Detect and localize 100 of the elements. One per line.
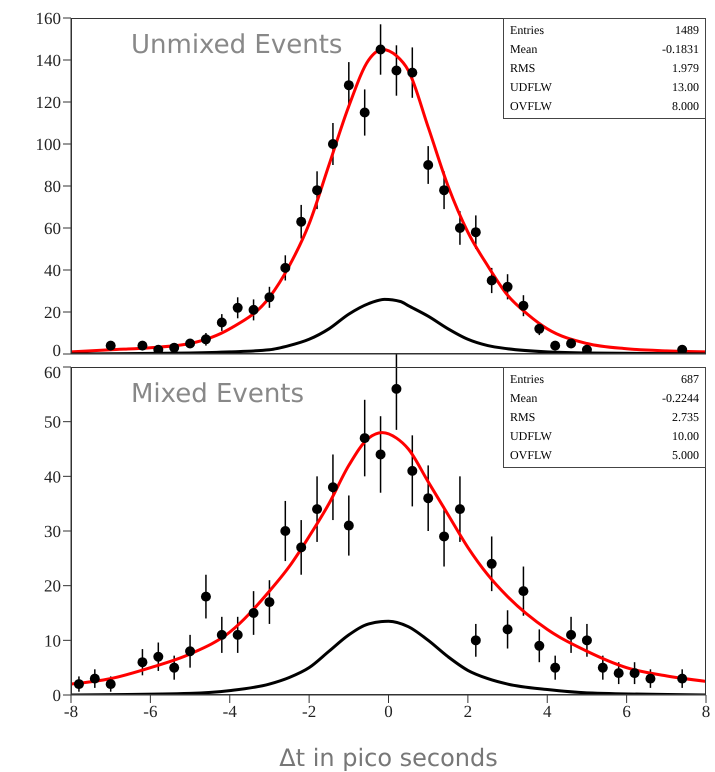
point xyxy=(106,679,116,690)
y-tick-label: 0 xyxy=(52,341,61,360)
point xyxy=(153,652,164,662)
point xyxy=(502,624,513,634)
annotation: 5.000 xyxy=(672,447,699,464)
annotation: UDFLW xyxy=(510,79,552,96)
annotation: UDFLW xyxy=(510,428,552,445)
point xyxy=(216,630,227,640)
point xyxy=(550,340,560,351)
point xyxy=(185,646,196,656)
point xyxy=(534,324,544,334)
point xyxy=(280,262,290,273)
annotation: Mean xyxy=(510,390,538,407)
point xyxy=(677,344,688,354)
y-tick-label: 20 xyxy=(44,576,61,596)
y-tick-label: 60 xyxy=(44,219,61,238)
point xyxy=(486,276,497,286)
x-tick-label: 4 xyxy=(543,702,552,722)
y-tick-label: 80 xyxy=(44,177,61,196)
point xyxy=(137,657,148,668)
y-tick-label: 40 xyxy=(44,467,61,486)
point xyxy=(344,80,354,90)
point xyxy=(423,493,434,504)
y-tick-label: 20 xyxy=(44,303,61,322)
point xyxy=(216,318,227,328)
point xyxy=(454,504,465,514)
annotation: 8.000 xyxy=(672,98,699,115)
y-tick-label: 50 xyxy=(44,412,61,432)
point xyxy=(502,282,513,292)
annotation: -0.2244 xyxy=(662,390,699,407)
annotation: Mean xyxy=(510,41,538,58)
point xyxy=(391,66,402,76)
annotation: Unmixed Events xyxy=(131,30,342,60)
point xyxy=(264,292,274,302)
point xyxy=(550,662,560,673)
y-tick-label: 0 xyxy=(52,686,61,706)
x-tick-label: -4 xyxy=(222,702,238,722)
point xyxy=(312,185,322,196)
point xyxy=(470,227,481,238)
point xyxy=(391,384,402,394)
point xyxy=(582,635,592,646)
point xyxy=(185,338,196,348)
point xyxy=(486,558,497,569)
point xyxy=(137,340,148,351)
point xyxy=(328,482,338,492)
y-tick-label: 140 xyxy=(36,51,61,70)
point xyxy=(439,185,450,196)
point xyxy=(534,640,544,651)
point xyxy=(598,662,608,673)
point xyxy=(376,449,386,460)
x-tick-label: 8 xyxy=(702,702,710,722)
point xyxy=(360,433,370,444)
point xyxy=(232,302,243,313)
annotation: Mixed Events xyxy=(131,379,304,409)
point xyxy=(614,668,624,678)
y-tick-label: 160 xyxy=(36,9,61,28)
point xyxy=(280,526,290,536)
x-axis-title: Δt in pico seconds xyxy=(279,744,498,772)
point xyxy=(566,338,576,348)
point xyxy=(248,608,259,618)
point xyxy=(232,630,243,640)
point xyxy=(376,44,386,54)
x-tick-label: -8 xyxy=(64,702,78,722)
point xyxy=(645,674,656,684)
point xyxy=(74,679,84,690)
annotation: OVFLW xyxy=(510,98,552,115)
annotation: RMS xyxy=(510,60,536,77)
point xyxy=(566,630,576,640)
point xyxy=(312,504,322,514)
annotation: RMS xyxy=(510,409,536,426)
point xyxy=(423,160,434,170)
point xyxy=(264,597,274,608)
point xyxy=(407,466,418,476)
annotation: 13.00 xyxy=(672,79,699,96)
point xyxy=(106,340,116,351)
point xyxy=(328,139,338,149)
point xyxy=(296,216,306,227)
x-tick-label: -6 xyxy=(143,702,158,722)
annotation: 10.00 xyxy=(672,428,699,445)
point xyxy=(200,334,211,344)
point xyxy=(169,342,180,353)
point xyxy=(630,668,640,678)
y-tick-label: 100 xyxy=(36,135,61,154)
point xyxy=(454,223,465,233)
point xyxy=(518,300,528,311)
point xyxy=(518,586,528,596)
x-tick-label: 6 xyxy=(622,702,631,722)
point xyxy=(90,674,100,684)
point xyxy=(439,531,450,542)
point xyxy=(344,520,354,531)
annotation: 687 xyxy=(681,371,699,388)
annotation: 2.735 xyxy=(672,409,699,426)
annotation: 1.979 xyxy=(672,60,699,77)
point xyxy=(470,635,481,646)
point xyxy=(200,592,211,602)
y-tick-label: 40 xyxy=(44,261,61,280)
y-tick-label: 120 xyxy=(36,93,61,112)
annotation: Entries xyxy=(510,371,544,388)
point xyxy=(407,68,418,78)
point xyxy=(360,108,370,118)
